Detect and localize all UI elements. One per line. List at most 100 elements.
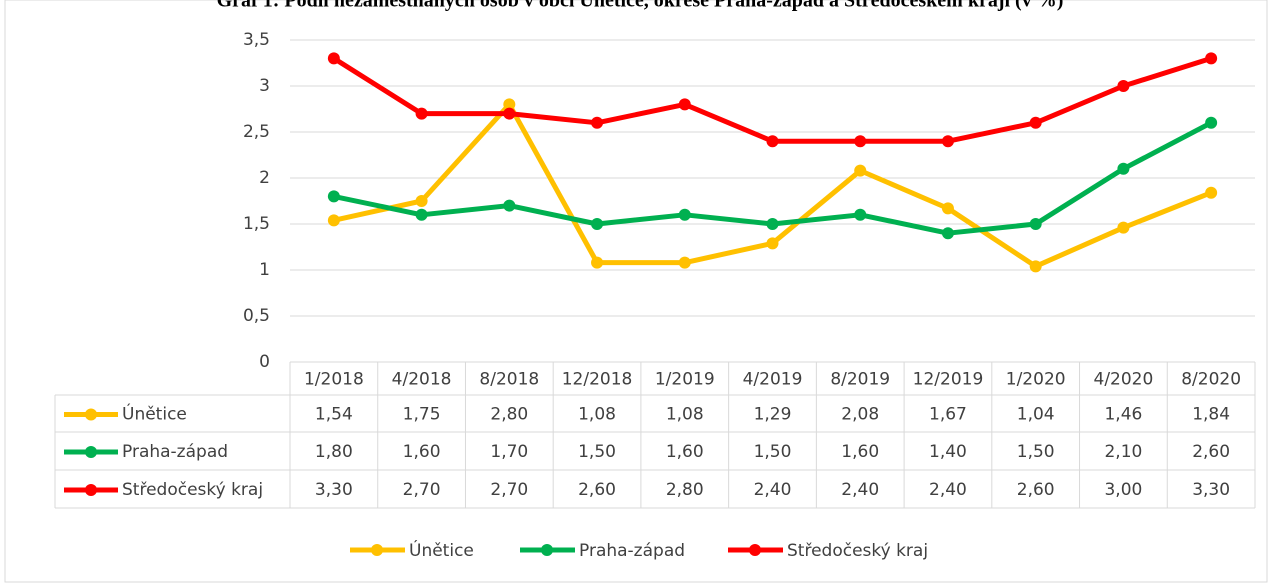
data-point	[503, 199, 516, 212]
table-cell: 2,40	[929, 480, 967, 500]
x-tick-label: 12/2019	[913, 370, 984, 390]
table-cell: 2,40	[841, 480, 879, 500]
table-cell: 1,50	[1017, 442, 1055, 462]
data-point	[591, 256, 604, 269]
table-cell: 2,40	[754, 480, 792, 500]
y-tick-label: 1,5	[243, 214, 270, 234]
data-point	[1117, 80, 1130, 92]
x-tick-label: 8/2019	[830, 370, 890, 390]
table-cell: 2,08	[841, 405, 879, 425]
table-cell: 2,80	[490, 405, 528, 425]
chart-title: Graf 1: Podíl nezaměstnaných osob v obci…	[217, 0, 1064, 12]
data-point	[678, 98, 691, 111]
data-point	[941, 227, 954, 240]
legend-key-marker	[85, 484, 97, 496]
data-point	[766, 237, 779, 250]
y-tick-label: 2	[259, 168, 270, 188]
data-point	[941, 135, 954, 148]
legend-key-marker	[85, 446, 97, 458]
data-point	[503, 107, 516, 120]
table-cell: 1,70	[490, 442, 528, 462]
x-tick-label: 4/2020	[1094, 370, 1154, 390]
x-tick-label: 8/2018	[479, 370, 539, 390]
table-cell: 1,08	[578, 405, 616, 425]
data-point	[678, 256, 691, 269]
table-cell: 2,70	[403, 480, 441, 500]
table-cell: 1,54	[315, 405, 353, 425]
legend-marker	[541, 544, 553, 556]
data-point	[678, 208, 691, 221]
table-cell: 2,70	[490, 480, 528, 500]
table-row-label: Únětice	[122, 403, 187, 425]
table-cell: 1,75	[403, 405, 441, 425]
data-point	[1029, 218, 1042, 230]
data-point	[854, 164, 867, 177]
data-point	[766, 218, 779, 230]
table-cell: 1,08	[666, 405, 704, 425]
table-cell: 1,80	[315, 442, 353, 462]
table-cell: 3,30	[1192, 480, 1230, 500]
x-tick-label: 12/2018	[562, 370, 633, 390]
data-point	[591, 116, 604, 129]
data-point	[1029, 116, 1042, 129]
y-tick-label: 3,5	[243, 30, 270, 50]
legend-marker	[371, 544, 383, 556]
y-tick-label: 2,5	[243, 122, 270, 142]
x-tick-label: 1/2019	[655, 370, 715, 390]
table-row-label: Praha-západ	[122, 442, 228, 462]
table-cell: 2,80	[666, 480, 704, 500]
table-cell: 1,60	[666, 442, 704, 462]
data-point	[1205, 186, 1218, 199]
legend-key-marker	[85, 408, 97, 421]
table-cell: 1,46	[1104, 405, 1142, 425]
x-tick-label: 4/2018	[392, 370, 452, 390]
table-cell: 1,60	[403, 442, 441, 462]
data-point	[1029, 260, 1042, 273]
table-cell: 2,10	[1104, 442, 1142, 462]
table-cell: 1,40	[929, 442, 967, 462]
data-point	[327, 190, 340, 203]
data-point	[1205, 116, 1218, 129]
data-point	[415, 208, 428, 221]
data-point	[591, 218, 604, 230]
x-tick-label: 8/2020	[1181, 370, 1241, 390]
data-point	[503, 98, 516, 111]
data-point	[854, 208, 867, 221]
table-cell: 2,60	[1017, 480, 1055, 500]
y-tick-label: 3	[259, 76, 270, 96]
data-point	[327, 52, 340, 65]
legend-label: Únětice	[409, 539, 474, 561]
data-point	[415, 195, 428, 207]
table-cell: 3,30	[315, 480, 353, 500]
y-tick-label: 1	[259, 260, 270, 280]
data-point	[327, 214, 340, 227]
table-cell: 1,60	[841, 442, 879, 462]
data-point	[1205, 52, 1218, 65]
data-point	[1117, 221, 1130, 234]
y-tick-label: 0,5	[243, 306, 270, 326]
table-cell: 1,29	[754, 405, 792, 425]
table-cell: 1,84	[1192, 405, 1230, 425]
data-point	[766, 135, 779, 148]
data-point	[854, 135, 867, 148]
table-cell: 1,50	[578, 442, 616, 462]
legend-label: Středočeský kraj	[787, 541, 928, 561]
x-tick-label: 1/2018	[304, 370, 364, 390]
legend-label: Praha-západ	[579, 541, 685, 561]
data-point	[415, 107, 428, 120]
data-point	[1117, 162, 1130, 175]
table-cell: 1,04	[1017, 405, 1055, 425]
table-cell: 1,50	[754, 442, 792, 462]
legend-marker	[749, 544, 761, 556]
x-tick-label: 1/2020	[1006, 370, 1066, 390]
data-point	[941, 202, 954, 215]
table-cell: 2,60	[578, 480, 616, 500]
table-cell: 1,67	[929, 405, 967, 425]
table-row-label: Středočeský kraj	[122, 480, 263, 500]
table-cell: 3,00	[1104, 480, 1142, 500]
table-cell: 2,60	[1192, 442, 1230, 462]
chart-border	[4, 0, 1268, 583]
y-tick-label: 0	[259, 352, 270, 372]
